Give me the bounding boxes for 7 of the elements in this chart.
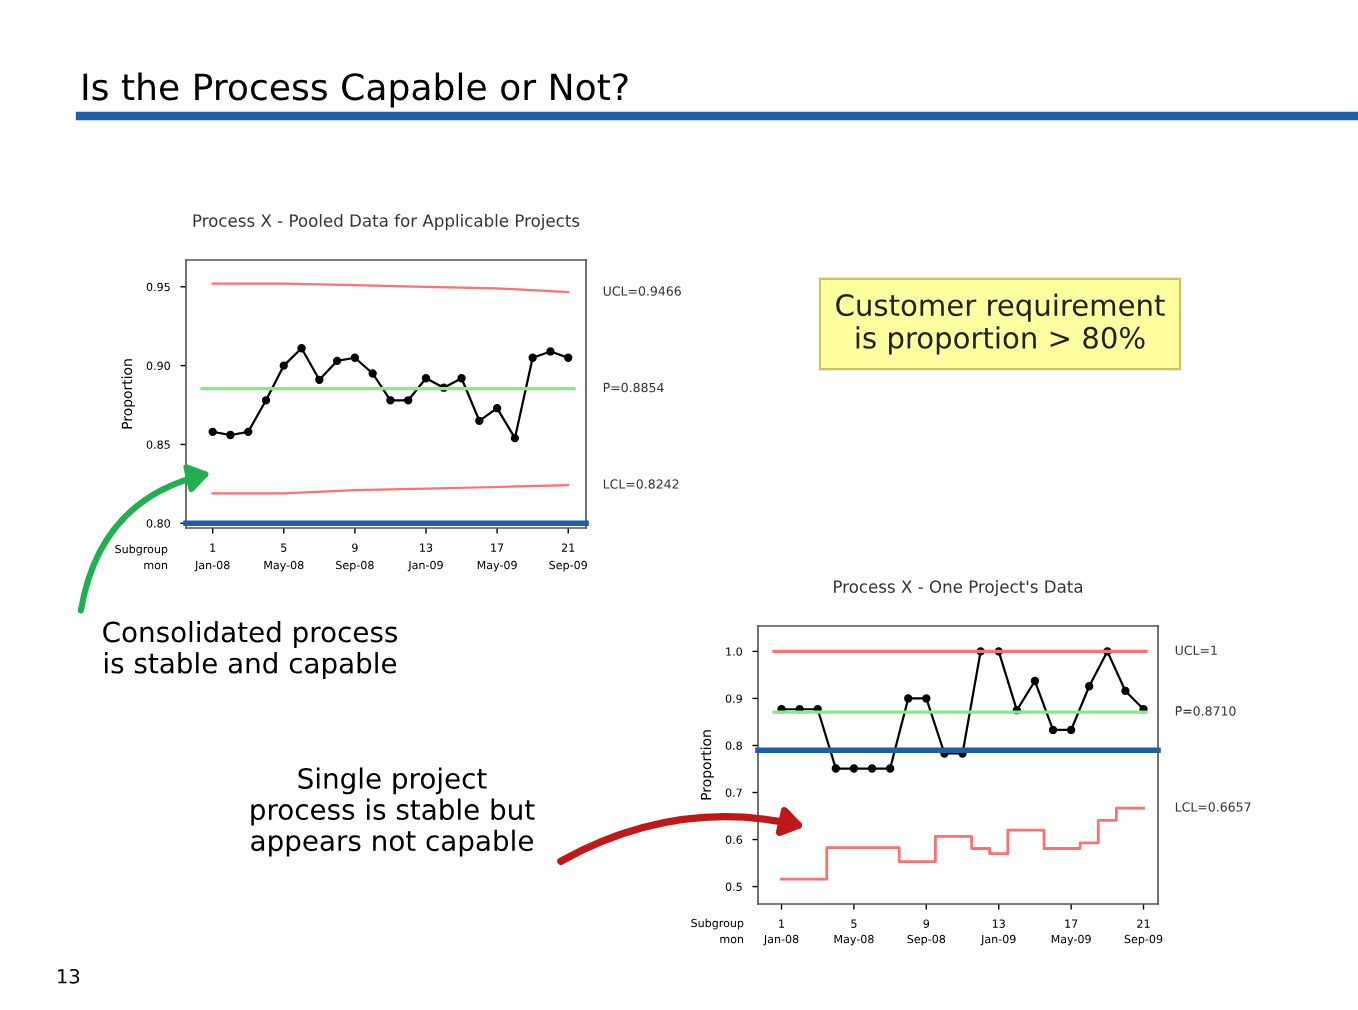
text: Customer requirement is proportion > 80% (836, 293, 1165, 355)
chart-title: Process X - One Project's Data (834, 580, 1083, 597)
text: Single project process is stable but appears not capable (251, 767, 535, 857)
text: Consolidated process is stable and capable (103, 621, 397, 679)
text: Is the Process Capable or Not? (83, 72, 628, 108)
text: 13 (58, 968, 80, 984)
chart-title: Process X - Pooled Data for Applicable Projects (193, 214, 580, 231)
